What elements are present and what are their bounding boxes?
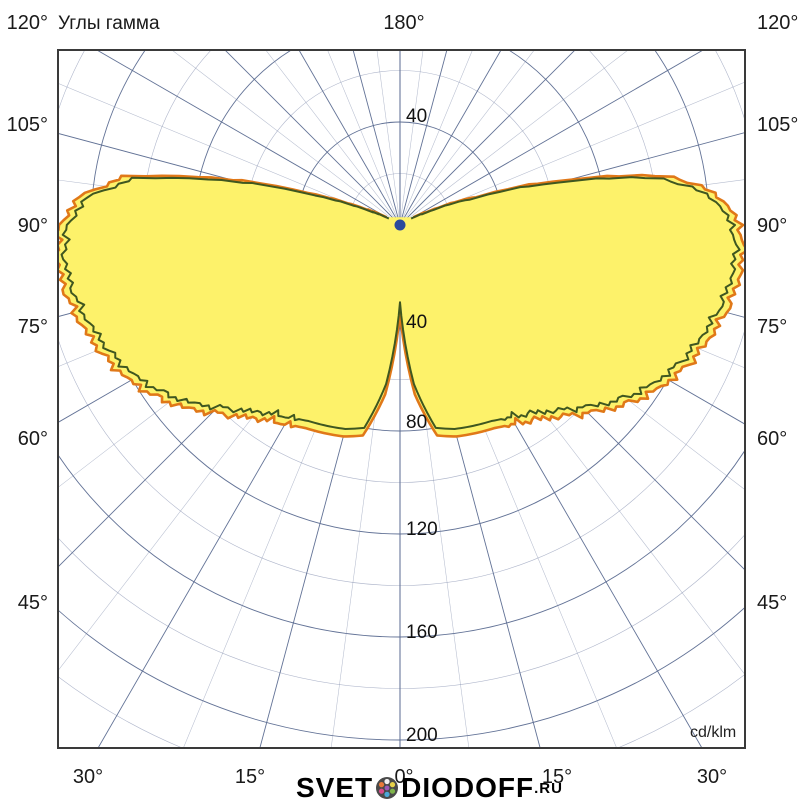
radial-tick-label: 80 <box>406 412 427 433</box>
distribution-fill <box>58 175 745 437</box>
radial-tick-label: 40 <box>406 312 427 333</box>
axis-tick-bottom: 30° <box>73 766 103 788</box>
axis-tick-bottom: 0° <box>394 766 413 788</box>
radial-tick-label: 160 <box>406 622 438 643</box>
watermark-svet: SVET <box>296 772 374 803</box>
watermark-ru: .RU <box>534 779 563 797</box>
axis-tick-bottom: 15° <box>542 766 572 788</box>
axis-tick-right: 120° <box>757 12 798 34</box>
radial-tick-label: 120 <box>406 519 438 540</box>
watermark-logo-icon <box>375 776 399 800</box>
axis-tick-left: 105° <box>7 114 48 136</box>
axis-tick-left: 45° <box>18 592 48 614</box>
axis-tick-bottom: 30° <box>697 766 727 788</box>
axis-tick-left: 75° <box>18 316 48 338</box>
watermark-diodoff: DIODOFF <box>401 772 535 803</box>
axis-tick-left: 60° <box>18 428 48 450</box>
axis-tick-labels: 120° 105° 90° 75° 60° 45° 120° 105° 90° 75° 60° 45°… <box>7 12 799 788</box>
radial-tick-label: 40 <box>406 106 427 127</box>
pole-center-marker <box>394 219 406 231</box>
distribution-curves <box>58 173 745 438</box>
axis-tick-left: 120° <box>7 12 48 34</box>
watermark: SVET DIODOFF .RU <box>296 772 563 804</box>
radial-tick-label: 200 <box>406 725 438 746</box>
axis-tick-bottom: 15° <box>235 766 265 788</box>
axis-tick-left: 90° <box>18 215 48 237</box>
axis-tick-right: 45° <box>757 592 787 614</box>
radial-scale-labels: 40 40 80 120 160 200 <box>406 106 438 746</box>
axis-tick-right: 90° <box>757 215 787 237</box>
axis-tick-top: 180° <box>383 12 424 34</box>
unit-label: cd/klm <box>690 724 736 741</box>
axis-tick-right: 60° <box>757 428 787 450</box>
page-title: Углы гамма <box>58 13 160 34</box>
axis-tick-right: 105° <box>757 114 798 136</box>
plot-frame <box>57 49 746 749</box>
axis-tick-right: 75° <box>757 316 787 338</box>
